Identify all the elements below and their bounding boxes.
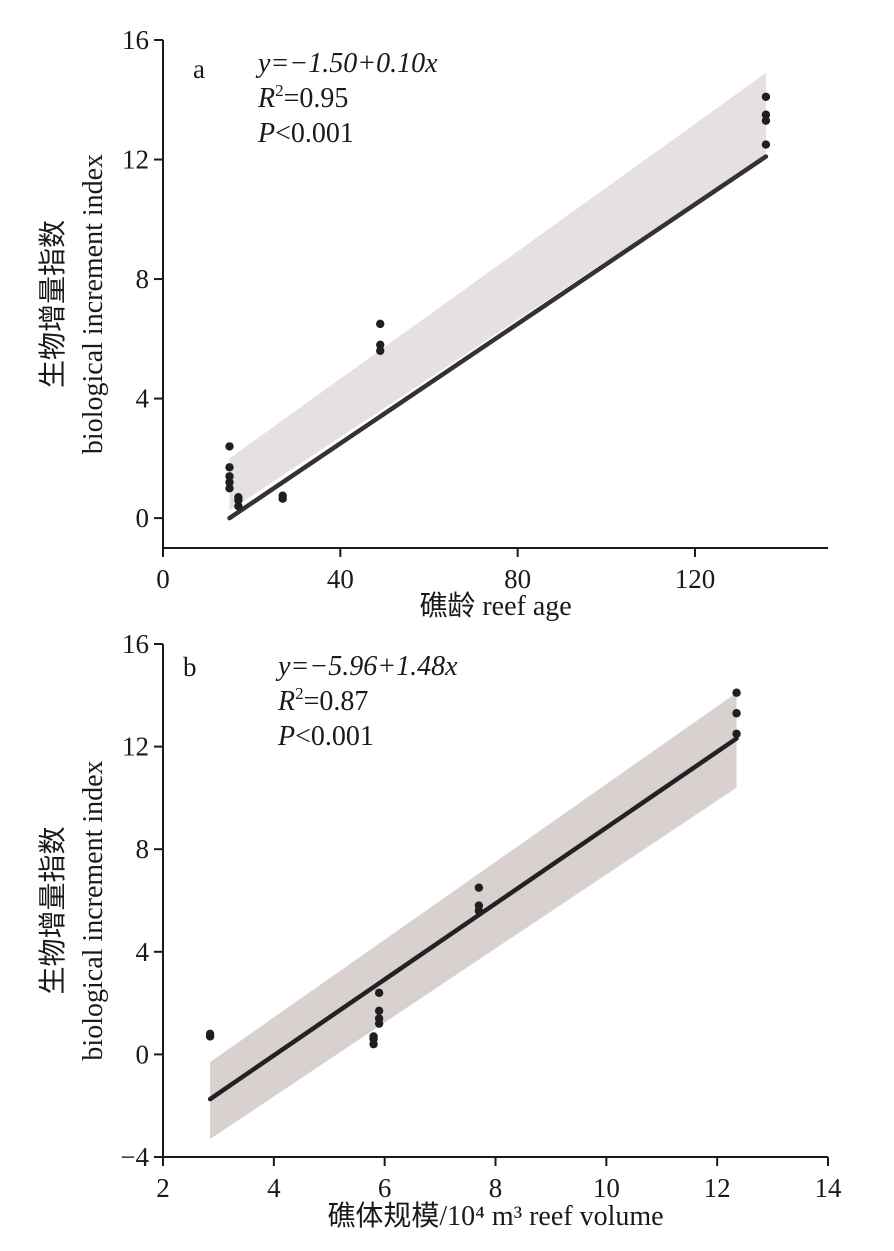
data-point <box>278 494 287 503</box>
panel-b: 2 4 6 8 10 12 14 −4 0 4 8 12 16 礁体规模/10⁴ m³ reef volu… <box>37 629 842 1232</box>
y-tick-label: 4 <box>136 937 150 967</box>
x-axis-label: 礁体规模/10⁴ m³ reef volume <box>327 1200 663 1232</box>
data-point <box>205 1032 215 1041</box>
data-point <box>732 688 741 697</box>
data-point <box>474 906 484 915</box>
y-axis-label-en: biological increment index <box>78 760 109 1060</box>
y-tick-label: 0 <box>136 1039 150 1069</box>
x-tick-label: 0 <box>156 564 170 594</box>
x-axis-label: 礁龄 reef age <box>419 590 571 622</box>
data-point <box>761 110 771 119</box>
data-point <box>234 495 243 505</box>
confidence-band <box>210 692 737 1140</box>
panel-label: b <box>183 652 197 682</box>
data-point <box>234 501 243 511</box>
data-point <box>376 340 385 349</box>
y-tick-label: 4 <box>136 384 150 414</box>
data-point <box>225 484 234 493</box>
x-tick-label: 12 <box>704 1173 731 1203</box>
y-tick-label: 0 <box>136 503 150 533</box>
y-tick-label: 8 <box>136 834 150 864</box>
x-tick-label: 6 <box>378 1173 392 1203</box>
data-point <box>732 729 741 738</box>
p-value: P<0.001 <box>257 118 354 149</box>
data-point <box>376 319 385 329</box>
data-point <box>761 140 771 149</box>
y-axis-label-cn: 生物增量指数 <box>37 220 69 388</box>
confidence-band <box>229 72 766 511</box>
x-tick-label: 8 <box>489 1173 503 1203</box>
data-point <box>225 472 234 481</box>
panel-label: a <box>193 54 205 84</box>
x-tick-label: 120 <box>675 564 716 594</box>
r-squared: R2=0.87 <box>277 684 368 717</box>
y-tick-label: 8 <box>136 264 150 294</box>
y-tick-label: 12 <box>122 145 149 175</box>
data-point <box>225 478 234 487</box>
x-tick-label: 14 <box>815 1173 843 1203</box>
y-tick-label: 16 <box>122 629 149 659</box>
y-tick-label: 12 <box>122 732 149 762</box>
x-tick-label: 10 <box>593 1173 620 1203</box>
data-point <box>225 442 234 451</box>
data-point <box>474 883 484 892</box>
panel-a: 0 40 80 120 0 4 8 12 16 礁龄 reef age 生物增量指数 biologic… <box>37 25 828 622</box>
y-tick-label: 16 <box>122 25 149 55</box>
data-point <box>376 346 385 355</box>
data-point <box>374 988 384 998</box>
regression-line <box>207 736 739 1102</box>
data-point <box>225 463 234 472</box>
x-tick-label: 2 <box>156 1173 170 1203</box>
data-point <box>732 709 741 718</box>
data-point <box>761 116 771 125</box>
x-tick-label: 80 <box>504 564 531 594</box>
regression-line <box>227 154 769 521</box>
x-tick-label: 4 <box>267 1173 281 1203</box>
y-axis-label-cn: 生物增量指数 <box>37 826 69 994</box>
y-axis-label-en: biological increment index <box>78 154 109 454</box>
regression-equation: y=−5.96+1.48x <box>275 651 458 682</box>
p-value: P<0.001 <box>277 721 374 752</box>
data-point <box>374 1006 384 1015</box>
x-tick-label: 40 <box>327 564 354 594</box>
r-squared: R2=0.95 <box>257 81 348 114</box>
data-point <box>761 92 771 101</box>
regression-equation: y=−1.50+0.10x <box>255 48 438 79</box>
y-tick-label: −4 <box>120 1142 149 1172</box>
data-point <box>374 1019 384 1028</box>
data-point <box>369 1039 378 1049</box>
